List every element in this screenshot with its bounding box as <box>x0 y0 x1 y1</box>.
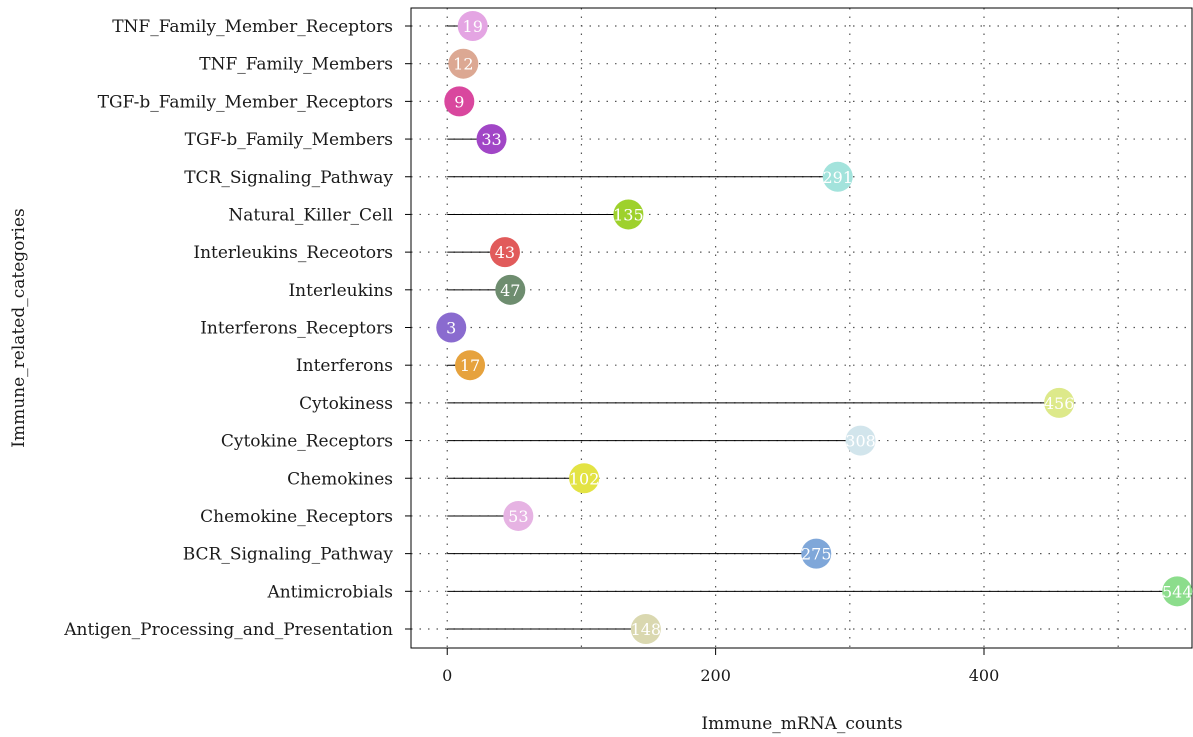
y-tick-label: Antimicrobials <box>266 582 393 602</box>
lollipop-dot <box>630 614 661 644</box>
dot-value-label: 43 <box>495 243 515 262</box>
x-tick-label: 0 <box>442 666 452 685</box>
y-axis-title: Immune_related_categories <box>9 208 29 447</box>
dot-value-label: 33 <box>481 130 501 149</box>
lollipop-dot <box>455 350 486 381</box>
y-tick-label: Interferons <box>296 356 393 376</box>
dot-value-label: 3 <box>446 319 456 338</box>
y-tick-label: Natural_Killer_Cell <box>228 205 393 225</box>
y-tick-label: Cytokine_Receptors <box>221 432 393 452</box>
lollipop-dot <box>822 161 853 192</box>
lollipop-dots: 19 12 9 33 291 135 43 47 317 456 308 102 53 275 544 148 <box>436 11 1193 644</box>
dot-value-label: 456 <box>1044 394 1075 413</box>
y-axis-ticks <box>405 25 411 630</box>
lollipop-dot <box>436 312 467 343</box>
y-tick-label: Interleukins_Receotors <box>193 243 393 263</box>
x-tick-label: 200 <box>700 666 731 685</box>
lollipop-dot <box>613 199 644 230</box>
y-tick-label: Chemokines <box>287 469 393 489</box>
y-tick-label: Interferons_Receptors <box>200 319 393 339</box>
lollipop-dot <box>495 274 526 305</box>
dot-value-label: 53 <box>508 507 528 526</box>
y-tick-label: TGF-b_Family_Member_Receptors <box>98 92 393 112</box>
dot-value-label: 275 <box>801 545 832 564</box>
y-tick-label: Interleukins <box>288 281 393 301</box>
dot-value-label: 19 <box>463 17 483 36</box>
dot-value-label: 291 <box>822 168 853 187</box>
lollipop-dot <box>457 11 488 41</box>
dot-value-label: 47 <box>500 281 520 300</box>
lollipop-dot <box>569 463 600 494</box>
lollipop-dot <box>845 425 876 456</box>
dot-value-label: 17 <box>460 356 480 375</box>
y-tick-label: Cytokiness <box>299 394 393 414</box>
lollipop-dot <box>476 124 507 155</box>
dot-value-label: 102 <box>569 469 600 488</box>
dot-value-label: 308 <box>845 432 876 451</box>
y-tick-label: TCR_Signaling_Pathway <box>184 168 393 188</box>
lollipop-dot <box>1044 387 1075 418</box>
y-tick-label: BCR_Signaling_Pathway <box>183 545 394 565</box>
lollipop-dot <box>1162 576 1193 607</box>
x-axis-ticks <box>446 648 985 655</box>
lollipop-dot <box>444 86 475 117</box>
y-tick-label: TNF_Family_Member_Receptors <box>112 17 393 37</box>
dot-value-label: 9 <box>454 92 464 111</box>
dot-value-label: 135 <box>613 205 644 224</box>
x-axis-title: Immune_mRNA_counts <box>701 714 902 734</box>
y-axis-category-labels: TNF_Family_Member_Receptors TNF_Family_Me… <box>63 17 393 640</box>
y-tick-label: TNF_Family_Members <box>199 55 393 75</box>
y-tick-label: TGF-b_Family_Members <box>185 130 393 150</box>
x-axis-tick-labels: 0 200 400 <box>442 666 999 685</box>
dot-value-label: 12 <box>453 55 473 74</box>
dot-value-label: 544 <box>1162 582 1193 601</box>
x-tick-label: 400 <box>969 666 1000 685</box>
dot-value-label: 148 <box>631 620 662 639</box>
lollipop-dot <box>503 500 534 531</box>
y-tick-label: Antigen_Processing_and_Presentation <box>63 620 393 640</box>
lollipop-dot <box>801 538 832 569</box>
lollipop-dot <box>489 237 520 268</box>
y-tick-label: Chemokine_Receptors <box>200 507 393 527</box>
lollipop-dot <box>448 48 479 79</box>
